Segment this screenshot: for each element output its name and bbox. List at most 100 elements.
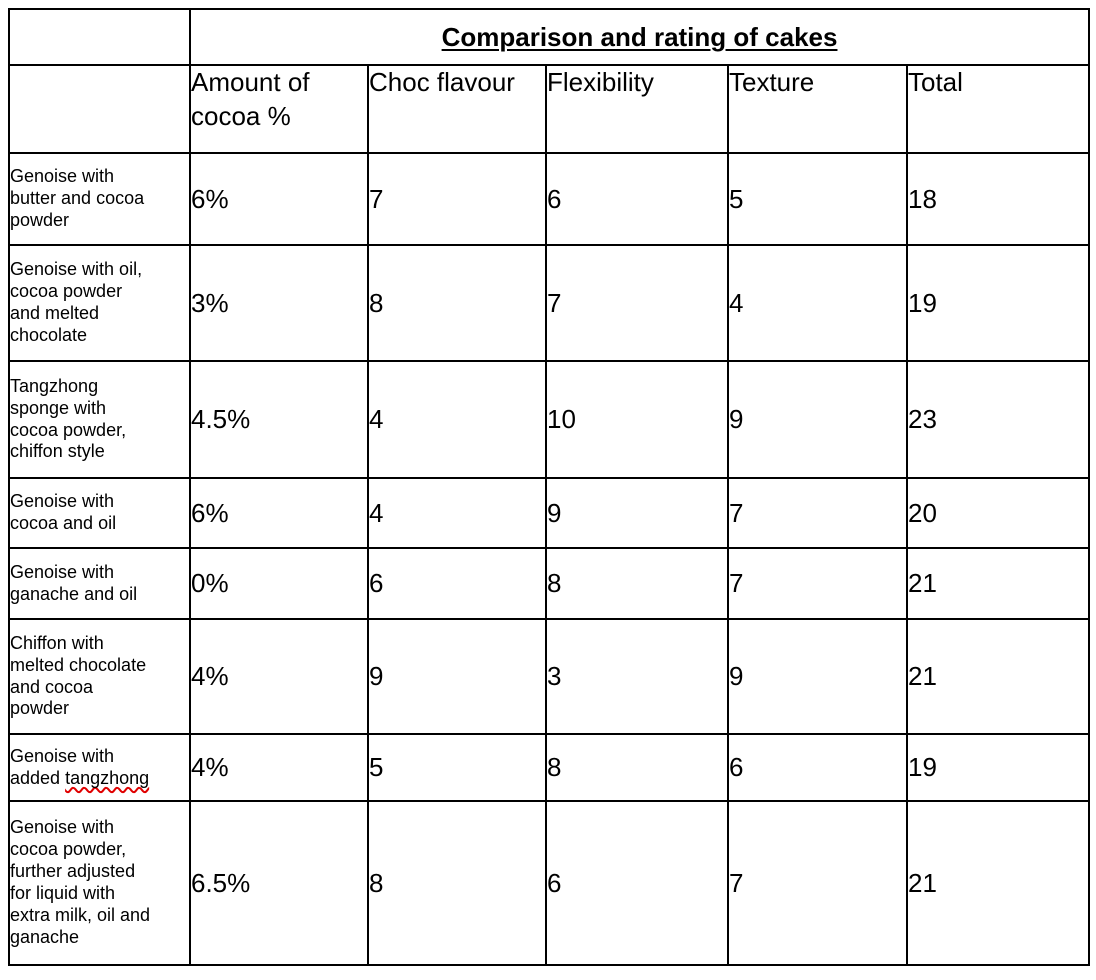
flexibility-value: 8 — [547, 752, 562, 782]
misspelled-word: tangzhong — [65, 767, 150, 788]
cell-total[interactable]: 19 — [905, 244, 1091, 362]
table-row: Genoise with ganache and oil 0% 6 8 7 21 — [8, 547, 1091, 620]
total-value: 21 — [908, 568, 937, 598]
texture-value: 7 — [729, 867, 744, 898]
cell-choc-flavour[interactable]: 7 — [367, 152, 547, 246]
texture-value: 7 — [729, 568, 744, 598]
flexibility-value: 6 — [547, 183, 562, 214]
texture-value: 6 — [729, 752, 744, 782]
cakes-comparison-table: Comparison and rating of cakes Amount of… — [8, 8, 1091, 966]
row-label: Genoise with cocoa powder, further adjus… — [10, 817, 151, 947]
cell-flexibility[interactable]: 9 — [545, 477, 729, 549]
column-header-texture[interactable]: Texture — [727, 64, 908, 154]
cell-choc-flavour[interactable]: 8 — [367, 800, 547, 966]
texture-value: 9 — [729, 661, 744, 691]
cell-total[interactable]: 19 — [905, 733, 1091, 802]
total-value: 19 — [908, 287, 937, 318]
table-row: Genoise with cocoa powder, further adjus… — [8, 800, 1091, 966]
cell-cocoa[interactable]: 6.5% — [189, 800, 369, 966]
row-label-cell[interactable]: Genoise with butter and cocoa powder — [8, 152, 191, 246]
column-header-label: Amount of cocoa % — [191, 67, 310, 131]
cell-total[interactable]: 20 — [905, 477, 1091, 549]
row-label-cell[interactable]: Genoise with oil, cocoa powder and melte… — [8, 244, 191, 362]
row-label: Genoise with added tangzhong — [10, 745, 153, 790]
flexibility-value: 9 — [547, 497, 562, 528]
cell-texture[interactable]: 7 — [727, 477, 908, 549]
row-label-cell[interactable]: Genoise with cocoa powder, further adjus… — [8, 800, 191, 966]
column-header-label: Texture — [729, 67, 815, 97]
row-label-text: Genoise with added — [10, 745, 115, 788]
cell-cocoa[interactable]: 6% — [189, 152, 369, 246]
cell-choc-flavour[interactable]: 4 — [367, 360, 547, 479]
cell-cocoa[interactable]: 4% — [189, 618, 369, 735]
cell-texture[interactable]: 6 — [727, 733, 908, 802]
cell-choc-flavour[interactable]: 9 — [367, 618, 547, 735]
cell-flexibility[interactable]: 7 — [545, 244, 729, 362]
cell-choc-flavour[interactable]: 8 — [367, 244, 547, 362]
choc-flavour-value: 4 — [369, 404, 384, 434]
cocoa-value: 0% — [191, 568, 229, 598]
column-header-cocoa[interactable]: Amount of cocoa % — [189, 64, 369, 154]
cell-texture[interactable]: 7 — [727, 547, 908, 620]
cocoa-value: 4% — [191, 752, 229, 782]
row-label: Chiffon with melted chocolate and cocoa … — [10, 632, 147, 719]
cocoa-value: 4.5% — [191, 404, 251, 434]
column-header-total[interactable]: Total — [905, 64, 1091, 154]
table-row: Genoise with butter and cocoa powder 6% … — [8, 152, 1091, 246]
texture-value: 9 — [729, 404, 744, 434]
cell-flexibility[interactable]: 6 — [545, 152, 729, 246]
row-label-cell[interactable]: Genoise with ganache and oil — [8, 547, 191, 620]
row-label-cell[interactable]: Tangzhong sponge with cocoa powder, chif… — [8, 360, 191, 479]
table-title: Comparison and rating of cakes — [441, 21, 838, 52]
cell-cocoa[interactable]: 4% — [189, 733, 369, 802]
cell-flexibility[interactable]: 6 — [545, 800, 729, 966]
cocoa-value: 6% — [191, 183, 229, 214]
cell-total[interactable]: 21 — [905, 618, 1091, 735]
cell-texture[interactable]: 9 — [727, 618, 908, 735]
corner-cell-header[interactable] — [8, 64, 191, 154]
cell-flexibility[interactable]: 3 — [545, 618, 729, 735]
column-header-flexibility[interactable]: Flexibility — [545, 64, 729, 154]
row-label: Genoise with ganache and oil — [10, 561, 138, 604]
cell-total[interactable]: 23 — [905, 360, 1091, 479]
total-value: 19 — [908, 752, 937, 782]
row-label: Genoise with cocoa and oil — [10, 491, 117, 533]
total-value: 18 — [908, 183, 937, 214]
total-value: 21 — [908, 661, 937, 691]
cell-total[interactable]: 21 — [905, 547, 1091, 620]
choc-flavour-value: 9 — [369, 661, 384, 691]
cell-texture[interactable]: 4 — [727, 244, 908, 362]
cell-texture[interactable]: 5 — [727, 152, 908, 246]
flexibility-value: 6 — [547, 867, 562, 898]
cell-texture[interactable]: 9 — [727, 360, 908, 479]
cell-cocoa[interactable]: 0% — [189, 547, 369, 620]
row-label-cell[interactable]: Chiffon with melted chocolate and cocoa … — [8, 618, 191, 735]
cell-choc-flavour[interactable]: 4 — [367, 477, 547, 549]
cell-flexibility[interactable]: 8 — [545, 547, 729, 620]
choc-flavour-value: 7 — [369, 183, 384, 214]
total-value: 20 — [908, 497, 937, 528]
cell-cocoa[interactable]: 4.5% — [189, 360, 369, 479]
cell-total[interactable]: 18 — [905, 152, 1091, 246]
cell-choc-flavour[interactable]: 6 — [367, 547, 547, 620]
cell-flexibility[interactable]: 8 — [545, 733, 729, 802]
texture-value: 4 — [729, 287, 744, 318]
cell-total[interactable]: 21 — [905, 800, 1091, 966]
cell-choc-flavour[interactable]: 5 — [367, 733, 547, 802]
cell-cocoa[interactable]: 6% — [189, 477, 369, 549]
choc-flavour-value: 8 — [369, 867, 384, 898]
cell-texture[interactable]: 7 — [727, 800, 908, 966]
row-label-cell[interactable]: Genoise with cocoa and oil — [8, 477, 191, 549]
table-row: Genoise with cocoa and oil 6% 4 9 7 20 — [8, 477, 1091, 549]
flexibility-value: 3 — [547, 661, 562, 691]
cocoa-value: 6.5% — [191, 867, 251, 898]
table-row: Chiffon with melted chocolate and cocoa … — [8, 618, 1091, 735]
table-row: Genoise with oil, cocoa powder and melte… — [8, 244, 1091, 362]
column-header-choc-flavour[interactable]: Choc flavour — [367, 64, 547, 154]
corner-cell-top[interactable] — [8, 8, 191, 66]
row-label-cell[interactable]: Genoise with added tangzhong — [8, 733, 191, 802]
row-label: Genoise with oil, cocoa powder and melte… — [10, 259, 143, 345]
cell-flexibility[interactable]: 10 — [545, 360, 729, 479]
cell-cocoa[interactable]: 3% — [189, 244, 369, 362]
table-title-cell[interactable]: Comparison and rating of cakes — [188, 8, 1091, 66]
